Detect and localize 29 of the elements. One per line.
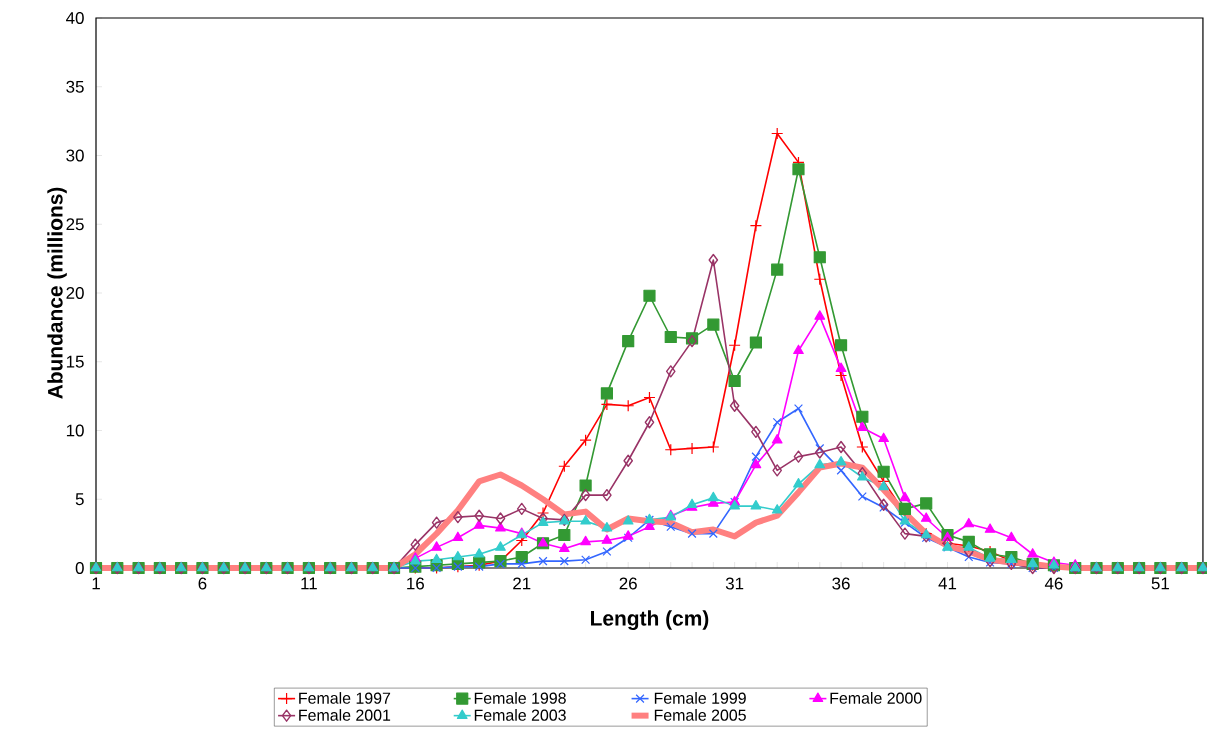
legend-label: Female 2000: [830, 692, 922, 704]
x-tick-label: 11: [301, 577, 317, 590]
x-tick-label: 31: [725, 577, 744, 590]
x-tick-label: 51: [1151, 577, 1169, 590]
x-axis-title: Length (cm): [591, 610, 709, 630]
y-axis-title: Abundance (millions): [47, 187, 67, 399]
legend-label: Female 1998: [474, 692, 566, 704]
y-tick-label: 25: [66, 218, 84, 231]
x-tick-label: 46: [1044, 577, 1063, 590]
x-tick-label: 36: [832, 577, 850, 590]
x-tick-label: 16: [407, 577, 424, 590]
x-tick-label: 21: [513, 577, 531, 590]
y-tick-label: 15: [66, 355, 84, 368]
legend-label: Female 1999: [654, 692, 746, 704]
y-tick-label: 35: [66, 80, 84, 93]
legend-label: Female 2005: [654, 709, 746, 721]
legend-label: Female 2003: [474, 709, 566, 721]
y-tick-label: 40: [66, 12, 84, 24]
legend-label: Female 2001: [299, 709, 391, 721]
y-tick-label: 10: [66, 424, 84, 437]
y-tick-label: 5: [75, 493, 84, 506]
y-tick-label: 0: [75, 562, 84, 574]
y-tick-label: 30: [66, 149, 84, 162]
x-tick-label: 1: [92, 577, 100, 590]
x-tick-label: 41: [938, 577, 957, 590]
y-tick-label: 20: [66, 287, 84, 299]
x-tick-label: 26: [619, 577, 637, 590]
x-tick-label: 6: [198, 577, 207, 590]
legend-label: Female 1997: [299, 692, 391, 704]
